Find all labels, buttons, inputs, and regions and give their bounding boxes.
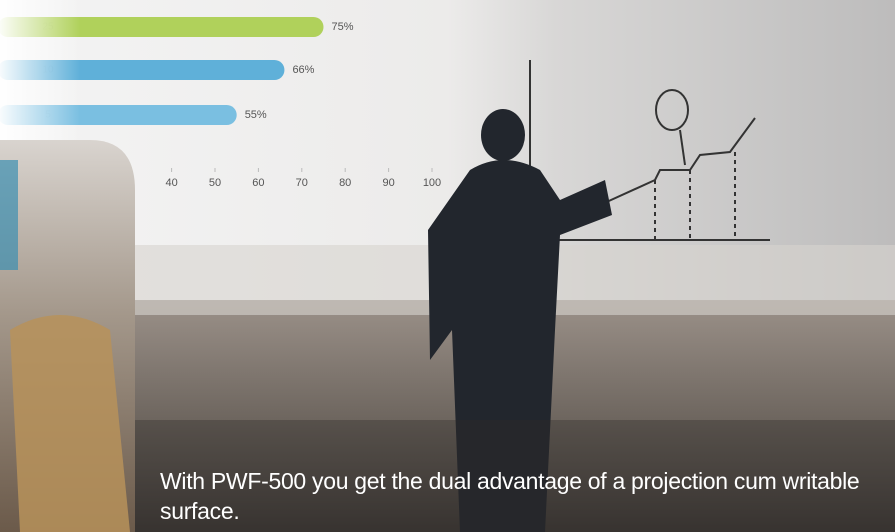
caption: With PWF-500 you get the dual advantage … <box>160 466 880 526</box>
value-label: 55% <box>245 109 267 121</box>
x-tick-label: 60 <box>252 177 264 189</box>
x-tick-label: 50 <box>209 177 221 189</box>
x-tick-label: 100 <box>423 177 441 189</box>
screen <box>0 160 18 270</box>
page: 20304050607080901002575%1066%555% With P… <box>0 0 895 532</box>
value-label: 75% <box>332 21 354 33</box>
photo: 20304050607080901002575%1066%555% <box>0 0 895 532</box>
x-tick-label: 70 <box>296 177 308 189</box>
x-tick-label: 90 <box>382 177 394 189</box>
value-label: 66% <box>292 64 314 76</box>
x-tick-label: 40 <box>165 177 177 189</box>
x-tick-label: 80 <box>339 177 351 189</box>
scene: 20304050607080901002575%1066%555% With P… <box>0 0 895 532</box>
